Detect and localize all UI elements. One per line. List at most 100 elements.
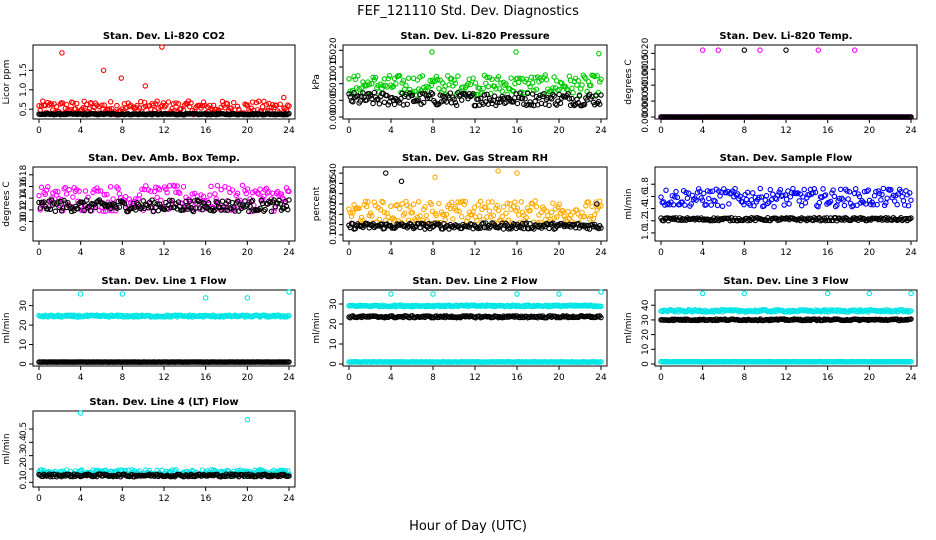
data-point	[52, 208, 59, 215]
data-point	[532, 98, 538, 105]
data-point	[503, 81, 509, 87]
series-1	[36, 289, 292, 320]
data-point	[517, 90, 523, 96]
data-point	[707, 188, 713, 195]
data-point	[429, 91, 436, 97]
data-point	[537, 222, 543, 229]
data-point	[739, 199, 746, 205]
data-point	[493, 86, 499, 92]
outlier-point	[514, 291, 520, 297]
data-point	[379, 221, 385, 227]
data-point	[688, 201, 694, 207]
data-point	[438, 98, 445, 105]
data-point	[594, 207, 600, 213]
x-tick-label: 4	[78, 248, 84, 258]
data-point	[837, 186, 844, 193]
data-point	[556, 201, 562, 208]
data-point	[496, 223, 503, 230]
x-tick-label: 16	[822, 126, 834, 136]
data-point	[189, 191, 196, 197]
y-tick-label: 10	[641, 343, 651, 355]
x-tick-label: 0	[36, 494, 42, 504]
data-point	[664, 201, 671, 208]
data-point	[704, 188, 711, 194]
data-point	[174, 183, 180, 189]
y-tick-label: 20	[19, 319, 29, 331]
data-point	[532, 75, 538, 81]
data-point	[426, 220, 432, 227]
data-point	[749, 190, 756, 196]
data-point	[87, 208, 94, 214]
y-tick-label: 0.0005	[641, 85, 651, 117]
data-point	[581, 101, 588, 108]
data-point	[767, 186, 774, 193]
data-point	[548, 209, 555, 216]
outlier-point	[699, 47, 706, 53]
data-point	[536, 212, 542, 218]
data-point	[234, 198, 241, 204]
data-point	[259, 200, 266, 207]
data-point	[672, 194, 678, 200]
y-tick-label: 0.5	[19, 422, 29, 436]
y-tick-label: 0.25	[329, 194, 339, 214]
data-point	[529, 80, 536, 86]
x-tick-label: 4	[388, 126, 394, 136]
data-point	[268, 472, 275, 478]
x-tick-label: 12	[158, 494, 169, 504]
outlier-point	[815, 47, 822, 53]
data-point	[148, 204, 154, 210]
x-tick-label: 8	[119, 248, 125, 258]
data-point	[699, 197, 706, 204]
data-point	[822, 192, 829, 198]
data-point	[565, 91, 571, 97]
data-point	[472, 80, 479, 86]
data-point	[493, 102, 499, 109]
data-point	[409, 89, 416, 95]
data-point	[700, 190, 707, 197]
data-point	[664, 215, 671, 221]
data-point	[55, 189, 61, 195]
data-point	[906, 216, 913, 222]
data-point	[153, 314, 159, 320]
data-point	[534, 74, 541, 80]
data-point	[229, 187, 236, 193]
x-tick-label: 16	[511, 373, 523, 383]
x-tick-label: 8	[430, 373, 436, 383]
data-point	[48, 101, 55, 108]
data-point	[424, 95, 431, 102]
x-tick-label: 0	[346, 373, 352, 383]
data-point	[447, 90, 454, 96]
data-point	[683, 189, 689, 196]
data-point	[598, 92, 604, 98]
x-tick-label: 16	[200, 373, 212, 383]
data-point	[484, 214, 490, 220]
x-tick-label: 20	[553, 126, 565, 136]
outlier-point	[119, 291, 126, 297]
x-tick-label: 24	[283, 248, 295, 258]
data-point	[381, 76, 388, 82]
x-tick-label: 16	[822, 373, 834, 383]
data-point	[593, 93, 599, 99]
series-3	[658, 316, 914, 324]
outlier-point	[741, 47, 748, 53]
data-point	[353, 85, 360, 91]
data-point	[145, 204, 152, 211]
data-point	[171, 183, 178, 189]
data-point	[596, 101, 603, 107]
outlier-point	[598, 289, 604, 295]
data-point	[166, 182, 173, 189]
data-point	[58, 208, 65, 214]
data-point	[362, 198, 369, 205]
data-point	[214, 182, 221, 189]
data-point	[398, 303, 404, 309]
data-point	[110, 196, 116, 202]
data-point	[200, 193, 207, 200]
data-point	[806, 316, 812, 322]
y-axis-label: percent	[312, 186, 322, 221]
data-point	[475, 225, 481, 232]
data-point	[230, 313, 237, 319]
y-tick-label: 0.40	[329, 163, 339, 183]
data-point	[820, 186, 826, 192]
data-point	[533, 86, 540, 93]
